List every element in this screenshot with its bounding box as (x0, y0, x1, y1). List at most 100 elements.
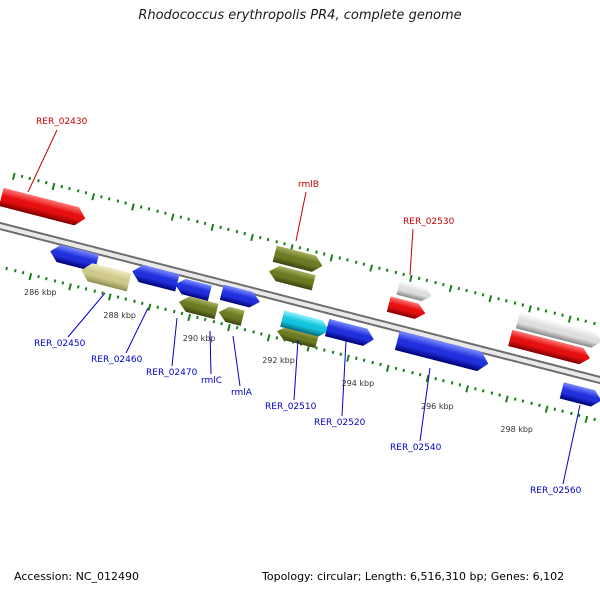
gene-label-RER_02520[interactable]: RER_02520 (314, 418, 366, 428)
ruler-tick (561, 409, 565, 414)
ruler-tick (521, 399, 525, 403)
ruler-tick (378, 362, 382, 367)
ruler-tick (11, 172, 16, 181)
ruler-tick (521, 303, 524, 307)
ruler-tick (528, 305, 532, 313)
ruler-tick (346, 258, 350, 262)
ruler-tick (394, 366, 398, 371)
gene-label-rmlA[interactable]: rmlA (231, 388, 252, 398)
ruler-tick (227, 227, 231, 232)
ruler-tick (474, 387, 477, 391)
ruler-tick (329, 254, 334, 262)
gene-arrow-RER_02560[interactable] (559, 382, 600, 409)
gene-label-RER_02470[interactable]: RER_02470 (146, 368, 198, 378)
ruler-tick (61, 281, 64, 285)
gene-label-RER_02540[interactable]: RER_02540 (390, 443, 442, 453)
ruler-tick (473, 291, 477, 295)
gene-label-RER_02450[interactable]: RER_02450 (34, 339, 86, 349)
scale-label: 292 kbp (262, 356, 295, 366)
ruler-tick (227, 323, 231, 332)
ruler-tick (553, 407, 557, 411)
gene-label-rmlB[interactable]: rmlB (298, 180, 319, 190)
ruler-tick (338, 256, 342, 260)
ruler-tick (385, 364, 390, 373)
ruler-tick (155, 209, 159, 213)
ruler-tick (410, 370, 414, 375)
ruler-tick (465, 288, 469, 293)
ruler-tick (85, 287, 88, 291)
ruler-tick (259, 332, 263, 336)
scale-label: 290 kbp (182, 333, 216, 343)
ruler-tick (298, 246, 302, 250)
gene-arrow-RER_02430[interactable] (0, 188, 88, 228)
ruler-tick (418, 372, 422, 377)
ruler-tick (68, 283, 72, 291)
ruler-tick (44, 180, 48, 185)
ruler-tick (170, 213, 175, 221)
ruler-tick (275, 240, 278, 244)
ruler-tick (433, 280, 437, 285)
ruler-tick (417, 276, 421, 281)
ruler-tick (322, 252, 326, 256)
ruler-tick (20, 174, 24, 179)
ruler-tick (490, 391, 493, 395)
ruler-tick (371, 360, 374, 365)
ruler-tick (331, 350, 335, 354)
ruler-tick (362, 262, 366, 266)
ruler-tick (513, 397, 517, 401)
ruler-tick (36, 178, 40, 183)
gene-label-RER_02530[interactable]: RER_02530 (403, 217, 455, 227)
gene-label-RER_02510[interactable]: RER_02510 (265, 402, 317, 412)
ruler-tick (251, 330, 255, 334)
ruler-tick (187, 217, 191, 221)
gene-label-leader-line (293, 339, 299, 401)
ruler-tick (545, 309, 548, 313)
ruler-tick (498, 393, 501, 397)
ruler-tick (116, 295, 120, 299)
ruler-tick (68, 187, 72, 191)
ruler-tick (28, 273, 33, 281)
gene-label-RER_02430[interactable]: RER_02430 (36, 117, 88, 127)
ruler-tick (386, 268, 389, 272)
ruler-tick (250, 233, 254, 242)
ruler-tick (100, 195, 103, 199)
ruler-tick (450, 381, 454, 385)
ruler-tick (593, 417, 597, 422)
gene-label-leader-line (67, 292, 106, 338)
gene-label-rmlC[interactable]: rmlC (201, 376, 223, 386)
ruler-tick (394, 270, 397, 275)
gene-label-RER_02560[interactable]: RER_02560 (530, 486, 582, 496)
ruler-tick (402, 368, 406, 373)
ruler-tick (409, 274, 413, 282)
ruler-tick (457, 286, 461, 291)
ruler-tick (51, 182, 56, 191)
ruler-tick (219, 225, 223, 230)
ruler-tick (448, 284, 453, 293)
ruler-tick (275, 336, 279, 340)
ruler-tick (346, 354, 350, 362)
scale-label: 296 kbp (421, 402, 454, 411)
ruler-tick (567, 315, 572, 323)
ruler-tick (163, 211, 167, 215)
ruler-tick (267, 237, 270, 242)
ruler-tick (569, 411, 573, 416)
ruler-tick (434, 377, 438, 381)
ruler-tick (323, 348, 327, 352)
ruler-tick (187, 313, 192, 322)
ruler-tick (442, 379, 446, 383)
ruler-tick (482, 389, 485, 393)
ruler-tick (505, 299, 509, 303)
ruler-tick (306, 248, 310, 252)
gene-label-RER_02460[interactable]: RER_02460 (91, 355, 143, 365)
ruler-tick (505, 395, 509, 403)
ruler-tick (164, 307, 168, 312)
ruler-tick (553, 311, 556, 315)
ruler-tick (45, 277, 49, 281)
ruler-tick (108, 197, 111, 201)
ruler-tick (314, 250, 318, 254)
ruler-tick (425, 278, 429, 283)
ruler-tick (529, 401, 533, 405)
genome-title: Rhodococcus erythropolis PR4, complete g… (138, 8, 462, 23)
ruler-tick (488, 295, 493, 303)
ruler-tick (124, 297, 128, 301)
